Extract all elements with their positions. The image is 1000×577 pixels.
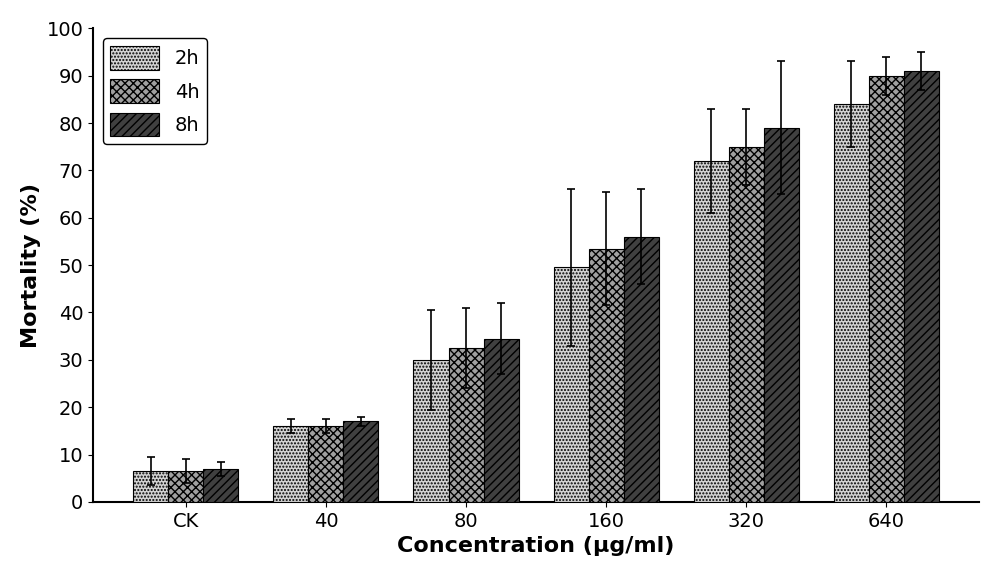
Y-axis label: Mortality (%): Mortality (%) <box>21 182 41 347</box>
Bar <box>273 426 308 502</box>
Bar <box>729 147 764 502</box>
Bar <box>869 76 904 502</box>
Bar <box>554 268 589 502</box>
Bar <box>343 421 378 502</box>
Legend: 2h, 4h, 8h: 2h, 4h, 8h <box>103 38 207 144</box>
Bar <box>589 249 624 502</box>
Bar <box>624 237 659 502</box>
Bar <box>308 426 343 502</box>
Bar <box>413 360 449 502</box>
Bar <box>168 471 203 502</box>
Bar <box>834 104 869 502</box>
Bar <box>904 71 939 502</box>
Bar <box>203 469 238 502</box>
Bar <box>133 471 168 502</box>
Bar <box>764 128 799 502</box>
Bar <box>694 161 729 502</box>
X-axis label: Concentration (μg/ml): Concentration (μg/ml) <box>397 536 675 556</box>
Bar <box>449 348 484 502</box>
Bar <box>484 339 519 502</box>
